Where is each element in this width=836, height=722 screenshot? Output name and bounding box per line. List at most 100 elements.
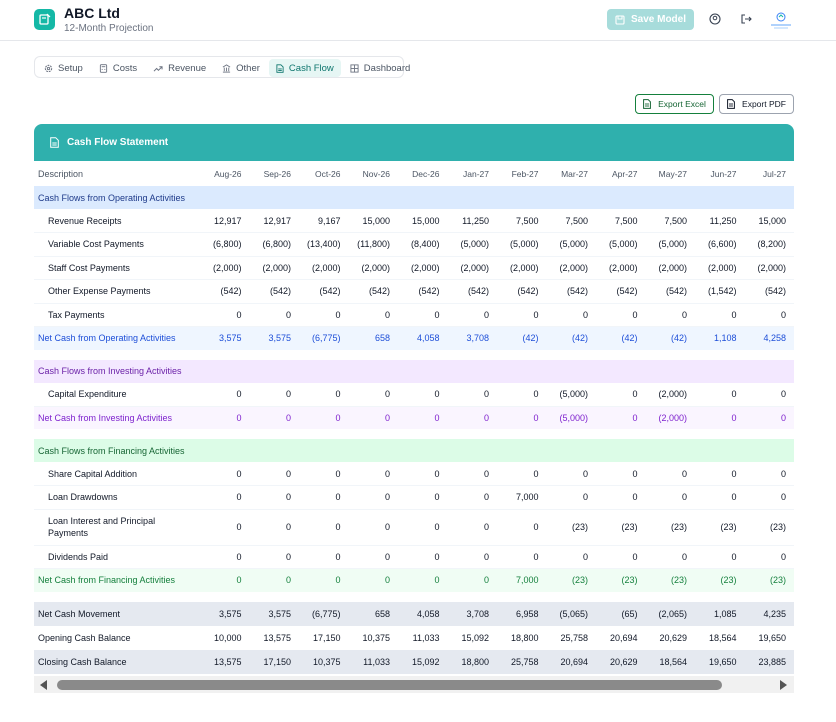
value-cell: (1,542) xyxy=(695,279,745,304)
value-cell: 18,800 xyxy=(447,649,497,674)
value-cell: (5,000) xyxy=(546,232,596,257)
value-cell: (23) xyxy=(744,568,794,592)
tab-setup[interactable]: Setup xyxy=(37,59,90,77)
calculator-pen-icon xyxy=(39,13,51,25)
logout-button[interactable] xyxy=(739,12,753,26)
table-row: Closing Cash Balance 13,575 17,150 10,375 11… xyxy=(34,649,794,674)
value-cell: 18,800 xyxy=(497,625,547,650)
value-cell: 0 xyxy=(546,545,596,569)
value-cell: (542) xyxy=(348,279,398,304)
value-cell: (2,000) xyxy=(645,256,695,280)
value-cell: 0 xyxy=(249,462,299,486)
value-cell: (2,000) xyxy=(348,256,398,280)
value-cell: 658 xyxy=(348,601,398,626)
value-cell: 4,258 xyxy=(744,326,794,350)
value-cell: 23,885 xyxy=(744,649,794,674)
value-cell: 0 xyxy=(398,405,448,429)
tab-revenue[interactable]: Revenue xyxy=(146,59,213,77)
value-cell: 0 xyxy=(299,545,349,569)
row-label: Closing Cash Balance xyxy=(34,649,200,674)
value-cell: 0 xyxy=(299,303,349,327)
panel-header: Cash Flow Statement xyxy=(34,124,794,161)
value-cell: 0 xyxy=(546,462,596,486)
section-header-row: Cash Flows from Operating Activities xyxy=(34,186,794,209)
value-cell: 3,708 xyxy=(447,601,497,626)
tab-cash-flow-label: Cash Flow xyxy=(288,62,334,74)
value-cell: 18,564 xyxy=(695,625,745,650)
value-cell: 0 xyxy=(299,382,349,407)
value-cell: 0 xyxy=(645,462,695,486)
value-cell: 0 xyxy=(596,382,646,407)
row-label: Revenue Receipts xyxy=(34,209,200,233)
tab-cash-flow[interactable]: Cash Flow xyxy=(268,59,341,77)
scroll-right-icon[interactable] xyxy=(780,680,787,690)
month-header: Jun-27 xyxy=(710,168,737,179)
value-cell: (6,600) xyxy=(695,232,745,257)
value-cell: (13,400) xyxy=(299,232,349,257)
value-cell: 9,167 xyxy=(299,209,349,233)
row-label: Other Expense Payments xyxy=(34,279,200,304)
value-cell: 0 xyxy=(744,405,794,429)
value-cell: 19,650 xyxy=(695,649,745,674)
section-tabs: Setup Costs Revenue Other Cash Flow Dash… xyxy=(34,56,410,78)
month-header: Jan-27 xyxy=(463,168,489,179)
save-model-button[interactable]: Save Model xyxy=(607,9,694,30)
user-account-button[interactable] xyxy=(708,12,722,26)
tab-costs[interactable]: Costs xyxy=(92,59,144,77)
spacer-row xyxy=(34,592,794,602)
value-cell: 1,085 xyxy=(695,601,745,626)
value-cell: (42) xyxy=(497,326,547,350)
value-cell: 4,235 xyxy=(744,601,794,626)
value-cell: 0 xyxy=(200,568,250,592)
value-cell: 0 xyxy=(299,485,349,510)
value-cell: 7,500 xyxy=(596,209,646,233)
value-cell: (542) xyxy=(398,279,448,304)
value-cell: (542) xyxy=(447,279,497,304)
month-header: Feb-27 xyxy=(511,168,539,179)
table-row: Tax Payments 0 0 0 0 0 0 0 0 0 0 0 0 xyxy=(34,303,794,327)
table-row: Net Cash Movement 3,575 3,575 (6,775) 658 4,0… xyxy=(34,601,794,626)
value-cell: 0 xyxy=(744,545,794,569)
value-cell: 18,564 xyxy=(645,649,695,674)
row-label: Net Cash from Financing Activities xyxy=(34,568,200,592)
table-row: Loan Drawdowns 0 0 0 0 0 0 7,000 0 0 0 0 0 xyxy=(34,485,794,510)
row-label: Net Cash from Operating Activities xyxy=(34,326,200,350)
value-cell: 17,150 xyxy=(249,649,299,674)
table-row: Opening Cash Balance 10,000 13,575 17,150 10… xyxy=(34,625,794,650)
value-cell: 15,000 xyxy=(348,209,398,233)
value-cell: 25,758 xyxy=(497,649,547,674)
scroll-left-icon[interactable] xyxy=(40,680,47,690)
cash-flow-table: Description Aug-26 Sep-26 Oct-26 Nov-26 Dec-… xyxy=(34,161,794,674)
value-cell: 0 xyxy=(299,462,349,486)
value-cell: 0 xyxy=(398,462,448,486)
spacer-cell xyxy=(34,429,794,439)
tab-other[interactable]: Other xyxy=(215,59,267,77)
month-header: Dec-26 xyxy=(412,168,440,179)
tab-costs-label: Costs xyxy=(112,62,138,74)
scrollbar-thumb[interactable] xyxy=(57,680,722,690)
value-cell: 0 xyxy=(695,382,745,407)
value-cell: 3,575 xyxy=(200,326,250,350)
calculator-icon xyxy=(99,63,107,73)
value-cell: (5,065) xyxy=(546,601,596,626)
value-cell: 11,033 xyxy=(398,625,448,650)
value-cell: 0 xyxy=(249,405,299,429)
spacer-cell xyxy=(34,350,794,360)
value-cell: (2,065) xyxy=(645,601,695,626)
value-cell: (2,000) xyxy=(695,256,745,280)
value-cell: 20,694 xyxy=(596,625,646,650)
export-excel-button[interactable]: Export Excel xyxy=(635,94,714,114)
value-cell: 0 xyxy=(744,303,794,327)
value-cell: 0 xyxy=(497,545,547,569)
value-cell: 0 xyxy=(348,303,398,327)
tab-dashboard[interactable]: Dashboard xyxy=(343,59,417,77)
export-pdf-button[interactable]: Export PDF xyxy=(719,94,794,114)
month-header: Apr-27 xyxy=(611,168,638,179)
chart-grid-icon xyxy=(350,63,359,73)
value-cell: 0 xyxy=(249,303,299,327)
value-cell: 0 xyxy=(744,485,794,510)
value-cell: (2,000) xyxy=(299,256,349,280)
value-cell: 3,575 xyxy=(249,326,299,350)
value-cell: 0 xyxy=(546,485,596,510)
logout-icon xyxy=(741,14,752,24)
